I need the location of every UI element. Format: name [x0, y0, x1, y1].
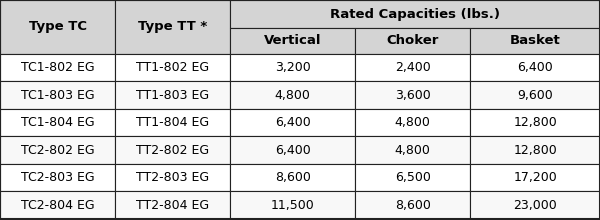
Bar [470, 28, 600, 54]
Bar [355, 164, 470, 191]
Bar [230, 81, 355, 109]
Bar [0, 54, 115, 81]
Text: Vertical: Vertical [264, 35, 322, 48]
Bar [470, 164, 600, 191]
Text: TT1-803 EG: TT1-803 EG [136, 89, 209, 102]
Text: 23,000: 23,000 [514, 199, 557, 212]
Text: TC1-804 EG: TC1-804 EG [21, 116, 94, 129]
Text: TT2-803 EG: TT2-803 EG [136, 171, 209, 184]
Text: TC2-804 EG: TC2-804 EG [21, 199, 94, 212]
Bar [230, 164, 355, 191]
Text: Basket: Basket [510, 35, 560, 48]
Bar [115, 164, 230, 191]
Text: 4,800: 4,800 [395, 144, 431, 157]
Text: TC2-802 EG: TC2-802 EG [21, 144, 94, 157]
Bar [470, 109, 600, 136]
Bar [355, 28, 470, 54]
Text: 3,200: 3,200 [275, 61, 311, 74]
Text: Rated Capacities (lbs.): Rated Capacities (lbs.) [330, 7, 500, 20]
Text: 8,600: 8,600 [395, 199, 431, 212]
Bar [355, 109, 470, 136]
Text: 3,600: 3,600 [395, 89, 431, 102]
Bar [0, 136, 115, 164]
Text: 6,400: 6,400 [275, 116, 311, 129]
Text: 8,600: 8,600 [275, 171, 311, 184]
Bar [115, 109, 230, 136]
Bar [355, 54, 470, 81]
Bar [355, 191, 470, 219]
Text: Type TC: Type TC [29, 20, 86, 33]
Bar [115, 0, 230, 54]
Text: TC2-803 EG: TC2-803 EG [21, 171, 94, 184]
Bar [115, 191, 230, 219]
Bar [230, 136, 355, 164]
Bar [0, 109, 115, 136]
Text: TT2-802 EG: TT2-802 EG [136, 144, 209, 157]
Bar [0, 191, 115, 219]
Text: 17,200: 17,200 [514, 171, 557, 184]
Bar [470, 81, 600, 109]
Text: 4,800: 4,800 [275, 89, 311, 102]
Text: 6,500: 6,500 [395, 171, 431, 184]
Text: 6,400: 6,400 [275, 144, 311, 157]
Text: TT1-804 EG: TT1-804 EG [136, 116, 209, 129]
Text: 2,400: 2,400 [395, 61, 431, 74]
Text: 12,800: 12,800 [514, 116, 557, 129]
Text: 12,800: 12,800 [514, 144, 557, 157]
Bar [115, 54, 230, 81]
Bar [230, 109, 355, 136]
Text: TC1-803 EG: TC1-803 EG [21, 89, 94, 102]
Text: TC1-802 EG: TC1-802 EG [21, 61, 94, 74]
Bar [230, 0, 600, 28]
Bar [0, 0, 115, 54]
Bar [115, 81, 230, 109]
Bar [0, 81, 115, 109]
Text: 6,400: 6,400 [517, 61, 553, 74]
Bar [115, 136, 230, 164]
Bar [0, 164, 115, 191]
Bar [355, 81, 470, 109]
Bar [470, 136, 600, 164]
Bar [470, 191, 600, 219]
Bar [230, 28, 355, 54]
Text: 9,600: 9,600 [517, 89, 553, 102]
Text: Choker: Choker [386, 35, 439, 48]
Text: Type TT *: Type TT * [138, 20, 208, 33]
Bar [355, 136, 470, 164]
Bar [230, 191, 355, 219]
Text: TT1-802 EG: TT1-802 EG [136, 61, 209, 74]
Text: TT2-804 EG: TT2-804 EG [136, 199, 209, 212]
Bar [470, 54, 600, 81]
Bar [230, 54, 355, 81]
Text: 4,800: 4,800 [395, 116, 431, 129]
Text: 11,500: 11,500 [271, 199, 314, 212]
